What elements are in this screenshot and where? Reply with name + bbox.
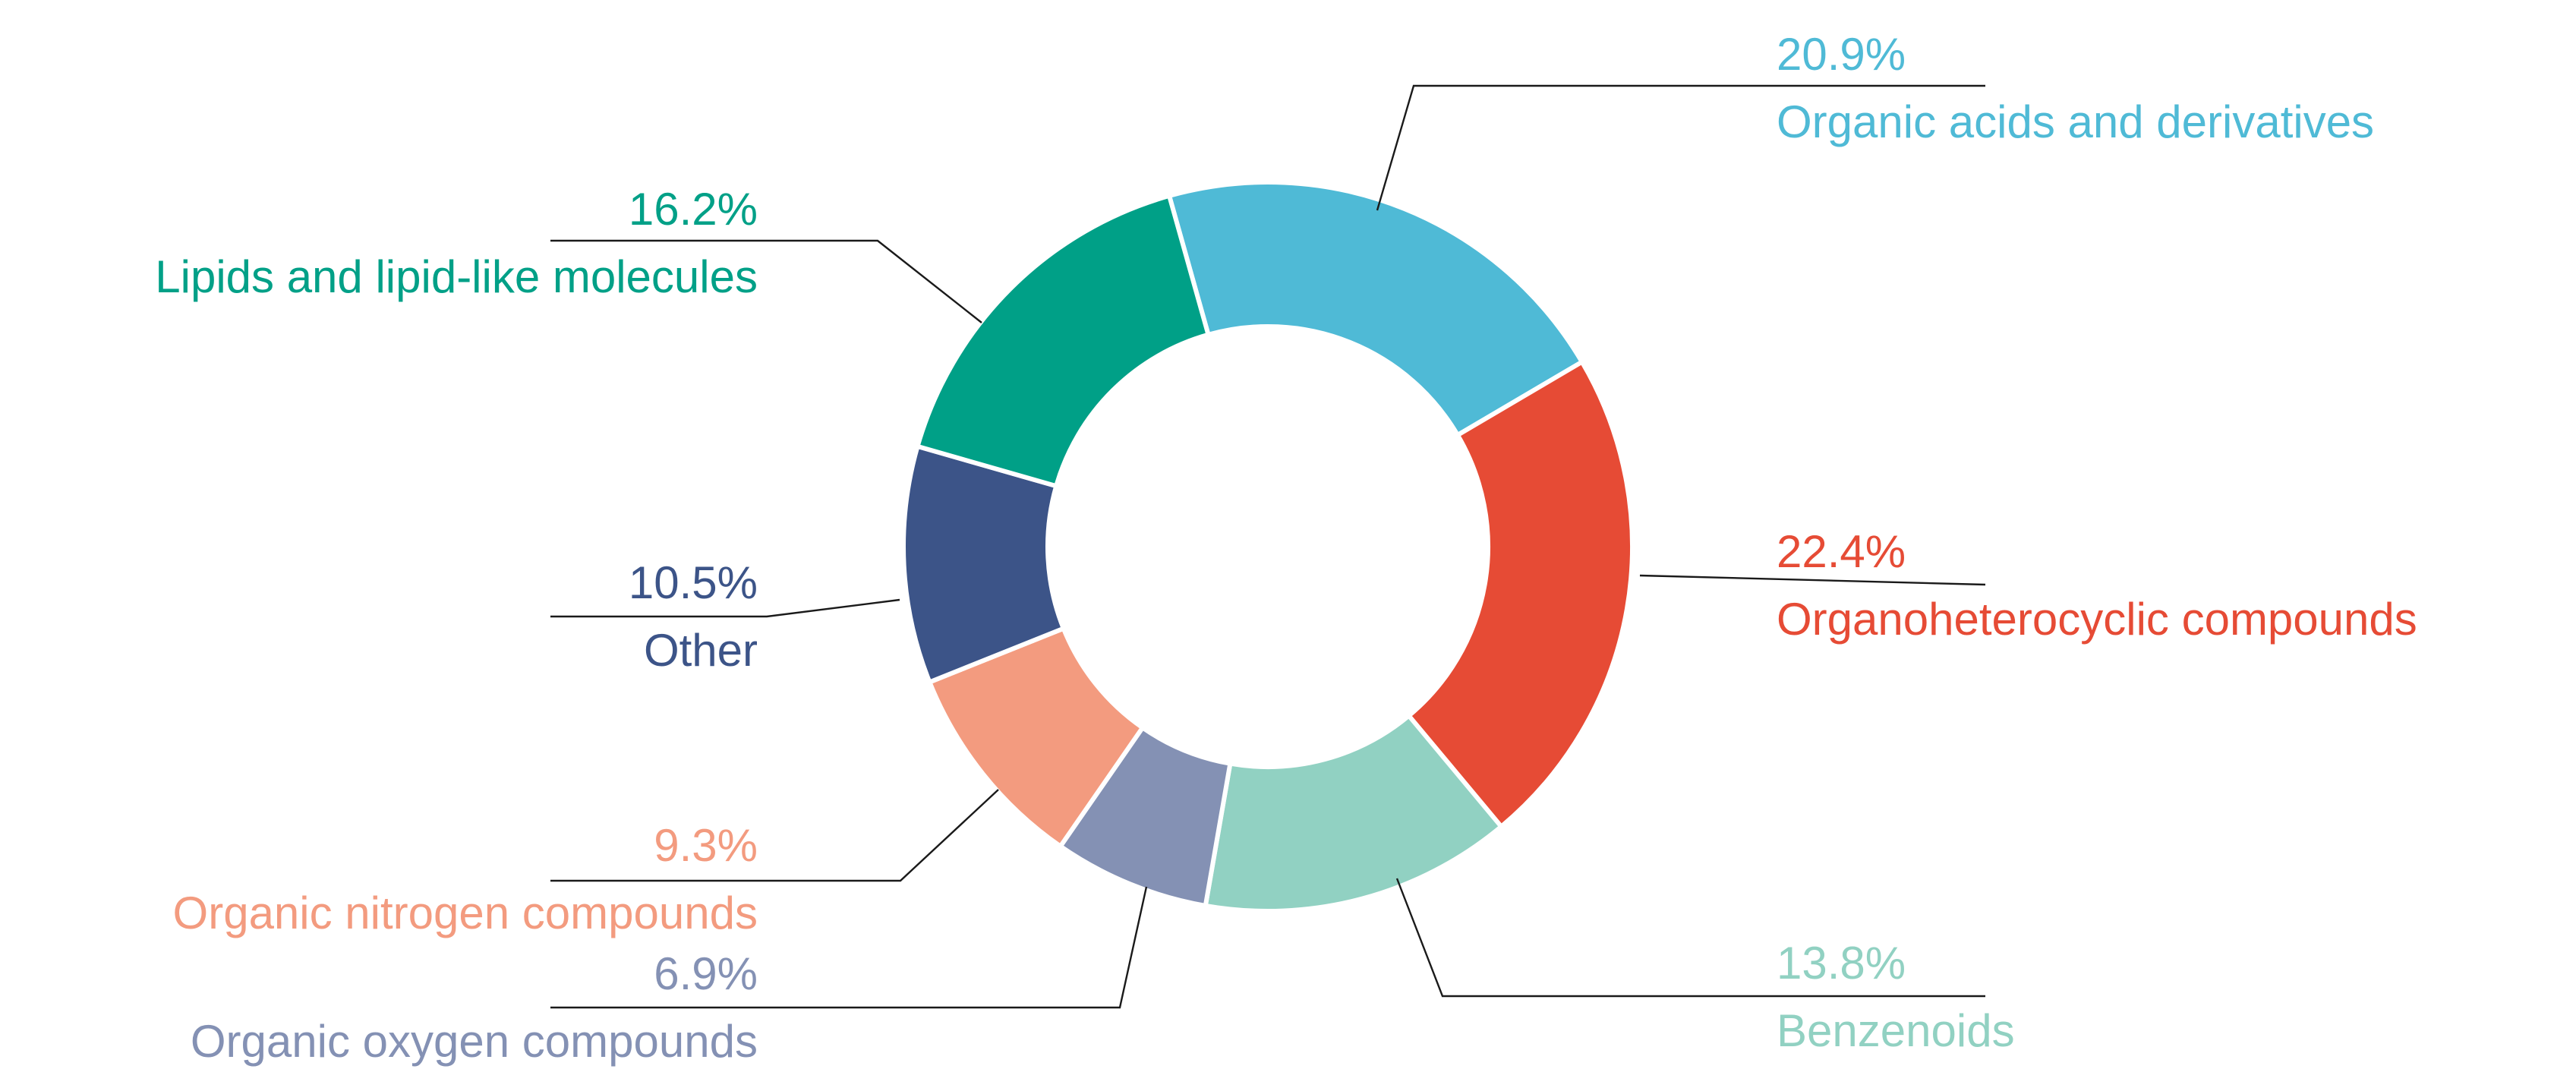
leader-line-organic-acids-and-derivatives (1376, 84, 1985, 211)
percent-label-organoheterocyclic-compounds: 22.4% (1777, 526, 1906, 577)
percent-label-lipids-and-lipid-like-molecules: 16.2% (629, 184, 758, 235)
percent-label-other: 10.5% (629, 557, 758, 608)
category-label-organic-acids-and-derivatives: Organic acids and derivatives (1777, 96, 2374, 147)
category-label-organic-oxygen-compounds: Organic oxygen compounds (191, 1016, 758, 1067)
category-label-organoheterocyclic-compounds: Organoheterocyclic compounds (1777, 594, 2417, 645)
labels-group: 20.9% Organic acids and derivatives 22.4% O… (155, 29, 2417, 1067)
leader-line-organic-nitrogen-compounds (550, 789, 999, 882)
percent-label-organic-oxygen-compounds: 6.9% (654, 948, 758, 999)
category-label-organic-nitrogen-compounds: Organic nitrogen compounds (173, 888, 758, 938)
leader-lines-group (550, 84, 1986, 1009)
percent-label-organic-nitrogen-compounds: 9.3% (654, 820, 758, 871)
category-label-benzenoids: Benzenoids (1777, 1005, 2015, 1056)
percent-label-benzenoids: 13.8% (1777, 938, 1906, 989)
slice-organoheterocyclic-compounds (1406, 359, 1635, 829)
leader-line-lipids-and-lipid-like-molecules (550, 239, 982, 323)
leader-line-organoheterocyclic-compounds (1639, 574, 1986, 586)
leader-line-other (550, 598, 900, 618)
leader-line-benzenoids (1395, 878, 1985, 998)
slice-benzenoids (1203, 713, 1504, 913)
category-label-lipids-and-lipid-like-molecules: Lipids and lipid-like molecules (155, 251, 758, 302)
percent-label-organic-acids-and-derivatives: 20.9% (1777, 29, 1906, 80)
leader-line-organic-oxygen-compounds (550, 886, 1148, 1009)
slice-organic-acids-and-derivatives (1167, 180, 1584, 437)
slices-group (901, 180, 1635, 913)
slice-lipids-and-lipid-like-molecules (915, 193, 1211, 489)
category-label-other: Other (644, 625, 758, 676)
